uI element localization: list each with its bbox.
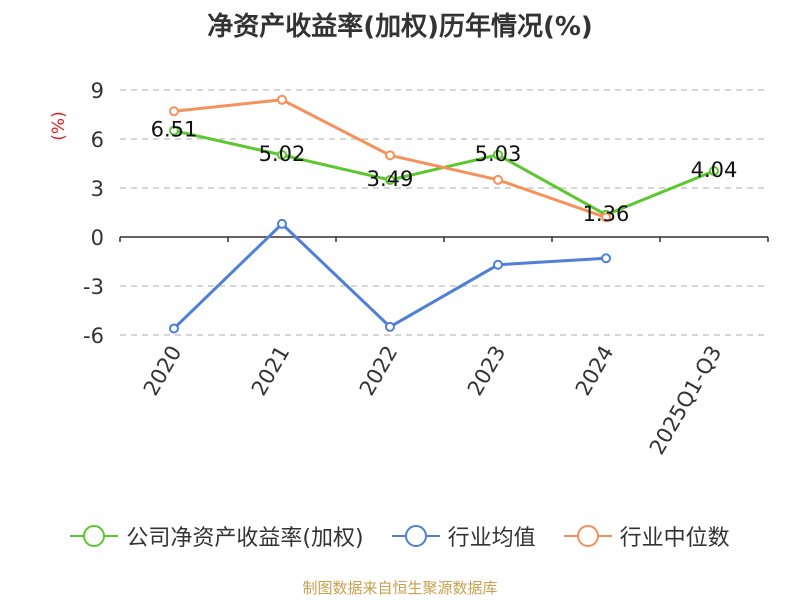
legend-item[interactable]: 公司净资产收益率(加权): [70, 520, 364, 552]
x-tick-label: 2023: [463, 342, 511, 400]
series-point-3: [385, 150, 395, 161]
grid-lines: [120, 89, 768, 336]
series-point-2: [277, 218, 287, 229]
data-label: 5.02: [259, 142, 306, 166]
y-tick-label: 9: [91, 79, 104, 103]
y-axis-label: (%): [49, 111, 69, 140]
data-labels: 6.51 5.02 3.49 5.03 1.36 4.04: [151, 118, 738, 226]
x-tick-label: 2022: [355, 342, 403, 400]
series-point-1: [385, 174, 395, 185]
legend-line-circle-icon: [563, 524, 612, 548]
y-tick-label: 3: [91, 177, 104, 201]
legend-label: 行业中位数: [619, 526, 730, 551]
series-point-2: [493, 259, 503, 270]
x-tick-label: 2021: [247, 342, 295, 400]
legend-line-circle-icon: [391, 524, 440, 548]
y-tick-label: 6: [91, 128, 104, 152]
legend-label: 行业均值: [447, 526, 536, 551]
source-note: 制图数据来自恒生聚源数据库: [302, 579, 498, 597]
series-layer: [169, 94, 719, 334]
series-point-3: [277, 94, 287, 105]
x-tick-label: 2020: [139, 342, 187, 400]
legend: 公司净资产收益率(加权) 行业均值 行业中位数: [0, 518, 800, 554]
x-tick-label: 2025Q1-Q3: [645, 342, 727, 459]
x-tick-label: 2024: [571, 342, 619, 400]
series-line-2: [172, 221, 607, 330]
y-tick-label: -3: [83, 275, 104, 299]
series-point-1: [277, 150, 287, 161]
series-point-2: [169, 323, 179, 334]
series-point-2: [601, 253, 611, 264]
legend-item[interactable]: 行业均值: [391, 520, 536, 552]
series-point-2: [385, 321, 395, 332]
series-point-1: [709, 166, 719, 177]
data-label: 1.36: [583, 202, 630, 226]
chart-title: 净资产收益率(加权)历年情况(%): [207, 12, 593, 42]
y-tick-label: 0: [91, 226, 104, 250]
line-chart: 9 6 3 0 -3 -6 (%) 2020 2021 2022 2023 2024 2025Q1-Q3…: [49, 79, 769, 459]
series-point-1: [493, 149, 503, 160]
series-point-3: [601, 212, 611, 223]
legend-line-circle-icon: [70, 524, 119, 548]
series-line-1: [173, 129, 715, 217]
data-label: 6.51: [151, 118, 198, 142]
data-label: 5.03: [475, 142, 522, 166]
legend-item[interactable]: 行业中位数: [563, 520, 730, 552]
data-label: 3.49: [367, 167, 414, 191]
series-point-3: [493, 174, 503, 185]
series-point-1: [169, 125, 179, 136]
data-label: 4.04: [691, 158, 738, 182]
series-point-3: [169, 106, 179, 117]
legend-label: 公司净资产收益率(加权): [126, 526, 364, 551]
y-tick-label: -6: [83, 324, 104, 348]
